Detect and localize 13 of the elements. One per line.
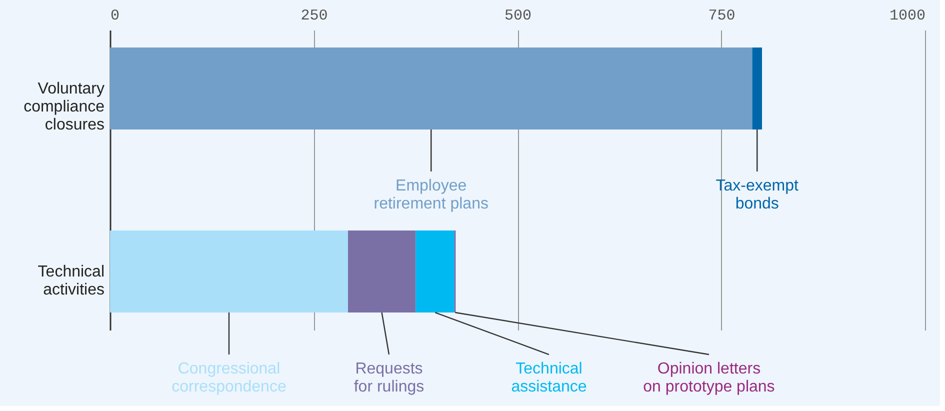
- text: Requests for rulings: [354, 360, 424, 396]
- text: Opinion letters on prototype plans: [643, 360, 775, 396]
- text: Employee retirement plans: [374, 177, 488, 212]
- y-tick-label: Technical activities: [38, 264, 104, 299]
- x-tick-label: 0: [110, 8, 120, 24]
- x-tick-label: 250: [300, 8, 328, 24]
- text: Congressional correspondence: [172, 360, 286, 396]
- x-tick-label: 750: [708, 8, 736, 24]
- x-tick-label: 500: [504, 8, 532, 24]
- text: Technical assistance: [511, 360, 587, 396]
- y-tick-label: Voluntary compliance closures: [24, 80, 105, 134]
- x-tick-label: 1000: [889, 8, 926, 24]
- text: Tax-exempt bonds: [716, 177, 800, 212]
